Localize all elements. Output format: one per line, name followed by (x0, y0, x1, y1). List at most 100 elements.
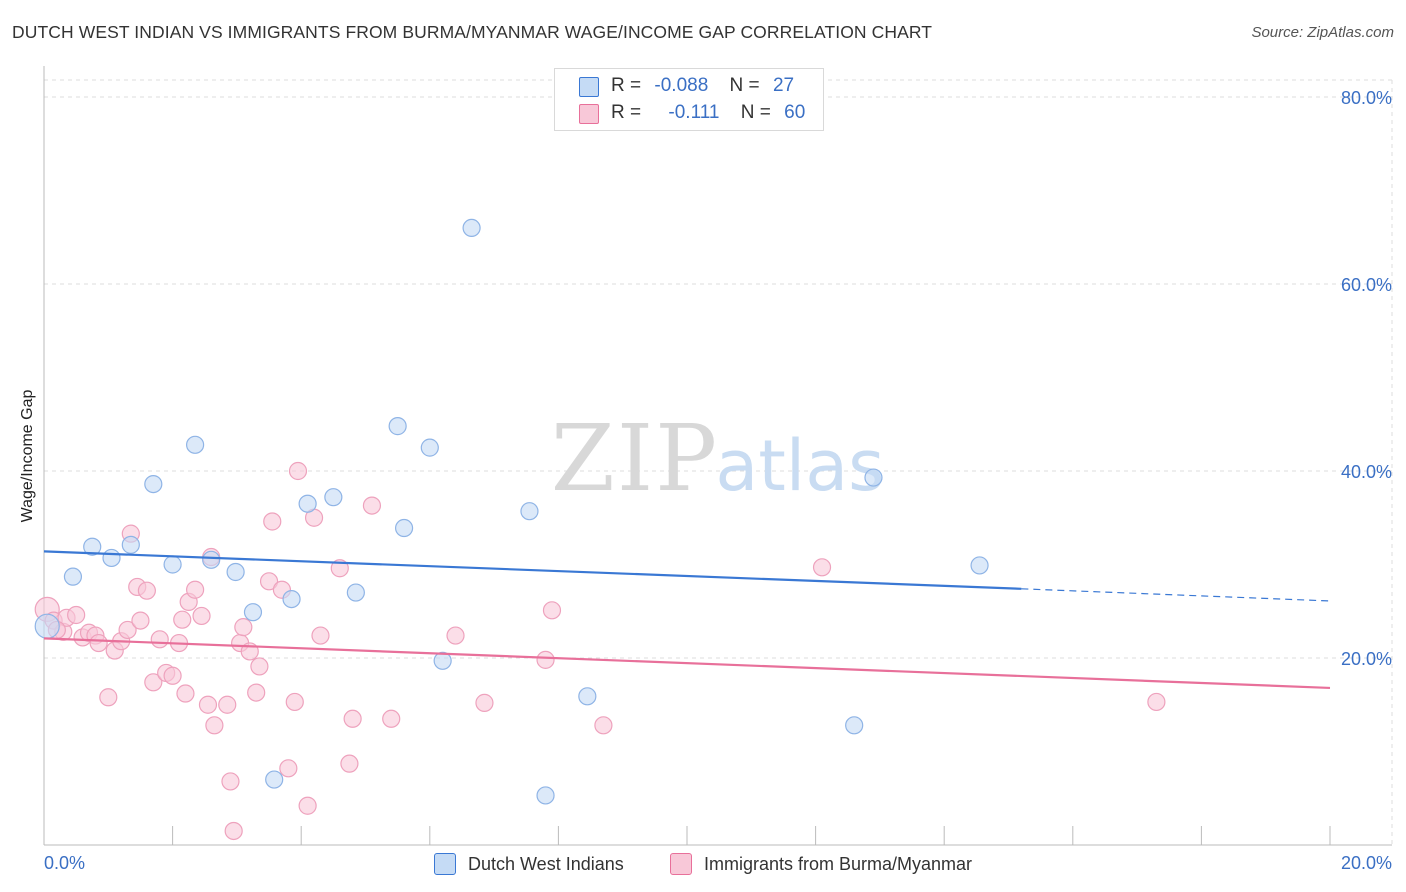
dutch-trend-line (43, 550, 1022, 590)
burma-point (198, 695, 218, 714)
burma-point (340, 754, 359, 773)
legend-r-value: -0.088 (654, 75, 709, 96)
dutch-point (265, 770, 284, 789)
bottom-legend-dutch: Dutch West Indians (434, 851, 624, 877)
burma-trend-line (43, 637, 1331, 690)
dutch-point (346, 583, 365, 602)
legend-n-value: 60 (784, 102, 806, 123)
burma-point (594, 716, 613, 735)
y-tick-label: 80.0% (1341, 88, 1392, 108)
dutch-point (970, 556, 989, 575)
burma-point (247, 683, 266, 702)
burma-point (250, 657, 269, 676)
series-burma-points (34, 461, 1166, 841)
burma-point (186, 580, 205, 599)
dutch-point (34, 613, 60, 639)
burma-point (1147, 692, 1166, 712)
legend-swatch-blue (579, 77, 599, 97)
dutch-point (394, 518, 414, 538)
burma-point (163, 666, 182, 685)
dutch-point (186, 435, 205, 454)
dutch-point (121, 535, 140, 554)
burma-point (118, 620, 137, 640)
burma-point (89, 633, 108, 653)
burma-point (137, 581, 156, 600)
burma-point (362, 496, 382, 515)
burma-point (176, 684, 195, 703)
chart-title: DUTCH WEST INDIAN VS IMMIGRANTS FROM BUR… (12, 22, 933, 42)
burma-point (263, 512, 282, 531)
burma-point (279, 759, 298, 778)
burma-point (192, 606, 211, 626)
bottom-legend-burma: Immigrants from Burma/Myanmar (670, 851, 972, 877)
dutch-point (282, 589, 301, 609)
series-dutch-points (34, 218, 989, 805)
burma-point (288, 461, 308, 481)
dutch-point (243, 603, 263, 622)
dutch-point (433, 651, 452, 670)
burma-point (285, 692, 304, 712)
y-tick-label: 60.0% (1341, 275, 1392, 295)
y-tick-label: 40.0% (1341, 462, 1392, 482)
legend-r-label: R = (611, 102, 642, 123)
bottom-legend-swatch-pink (670, 853, 692, 875)
dutch-point (202, 550, 221, 569)
x-tick-label: 20.0% (1341, 853, 1392, 873)
dutch-point (520, 502, 539, 521)
burma-point (234, 618, 253, 637)
correlation-legend: R = -0.088 N = 27 R = -0.111 N = 60 (554, 68, 824, 131)
trend-lines (43, 550, 1331, 690)
burma-point (131, 611, 150, 630)
burma-point (542, 601, 562, 620)
dutch-point (864, 468, 883, 487)
burma-point (150, 630, 169, 649)
legend-r-label: R = (611, 75, 642, 96)
watermark-atlas: atlas (715, 425, 884, 507)
dutch-point (298, 494, 317, 513)
dutch-trend-extension (1021, 588, 1331, 602)
dutch-point (144, 474, 163, 494)
burma-point (536, 650, 555, 669)
x-tick-label: 0.0% (44, 853, 85, 873)
dutch-point (536, 786, 555, 805)
burma-point (382, 709, 401, 728)
burma-point (205, 716, 224, 735)
burma-point (173, 610, 192, 629)
source-label: Source: ZipAtlas.com (1251, 24, 1394, 41)
legend-r-value: -0.111 (668, 102, 720, 123)
burma-point (812, 558, 832, 577)
dutch-point (226, 562, 245, 582)
dutch-point (420, 438, 439, 457)
dutch-point (83, 537, 102, 556)
legend-n-label: N = (740, 102, 771, 123)
burma-point (224, 821, 243, 841)
dutch-point (462, 218, 481, 237)
axes (43, 66, 1392, 846)
bottom-legend-label: Dutch West Indians (468, 853, 624, 874)
y-tick-label: 20.0% (1341, 649, 1392, 669)
burma-point (99, 688, 118, 707)
tick-labels: 20.0% 40.0% 60.0% 80.0% 0.0% 20.0% (44, 88, 1392, 873)
bottom-legend-swatch-blue (434, 853, 456, 875)
legend-n-value: 27 (772, 75, 795, 96)
dutch-point (578, 687, 597, 706)
dutch-point (324, 488, 343, 507)
watermark: ZIP atlas (551, 405, 885, 512)
bottom-legend-label: Immigrants from Burma/Myanmar (704, 853, 973, 874)
burma-point (218, 695, 237, 714)
legend-n-label: N = (729, 75, 760, 96)
dutch-point (845, 716, 864, 735)
legend-swatch-pink (579, 104, 599, 124)
dutch-point (102, 548, 121, 568)
dutch-point (163, 555, 182, 574)
burma-point (311, 626, 330, 645)
watermark-zip: ZIP (551, 405, 719, 512)
burma-point (446, 626, 465, 645)
burma-point (221, 772, 240, 791)
burma-point (475, 693, 494, 712)
burma-point (259, 572, 279, 591)
dutch-point (388, 417, 407, 436)
burma-point (298, 796, 317, 815)
dutch-point (63, 567, 83, 586)
